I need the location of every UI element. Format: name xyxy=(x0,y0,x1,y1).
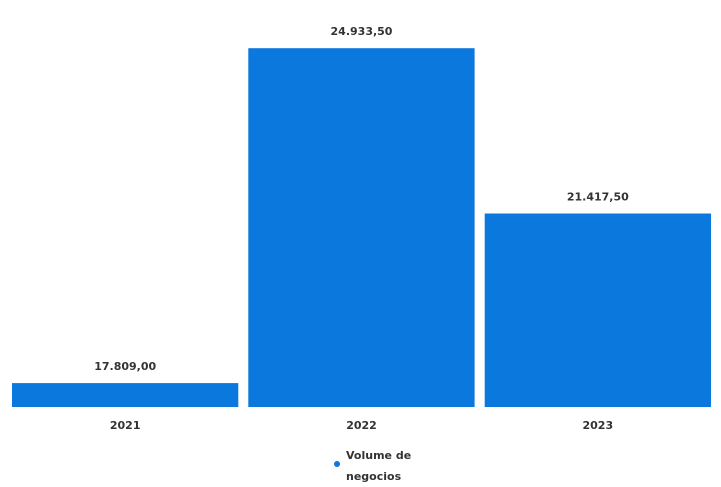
x-tick-group: 2021 2022 2023 xyxy=(110,419,613,432)
legend-label-line2: negocios xyxy=(346,470,402,483)
bar-2022 xyxy=(248,48,475,407)
x-tick-2023: 2023 xyxy=(582,419,613,432)
bar-group xyxy=(12,48,711,407)
bar-2023 xyxy=(484,213,711,407)
data-label-2021: 17.809,00 xyxy=(94,360,156,373)
x-tick-2021: 2021 xyxy=(110,419,141,432)
legend-marker xyxy=(334,461,340,467)
legend-label-line1: Volume de xyxy=(346,449,411,462)
data-label-2023: 21.417,50 xyxy=(567,191,629,204)
data-label-group: 17.809,00 24.933,50 21.417,50 xyxy=(94,25,629,373)
legend: Volume de negocios xyxy=(334,449,411,483)
data-label-2022: 24.933,50 xyxy=(331,25,393,38)
x-tick-2022: 2022 xyxy=(346,419,377,432)
bar-2021 xyxy=(12,383,239,407)
